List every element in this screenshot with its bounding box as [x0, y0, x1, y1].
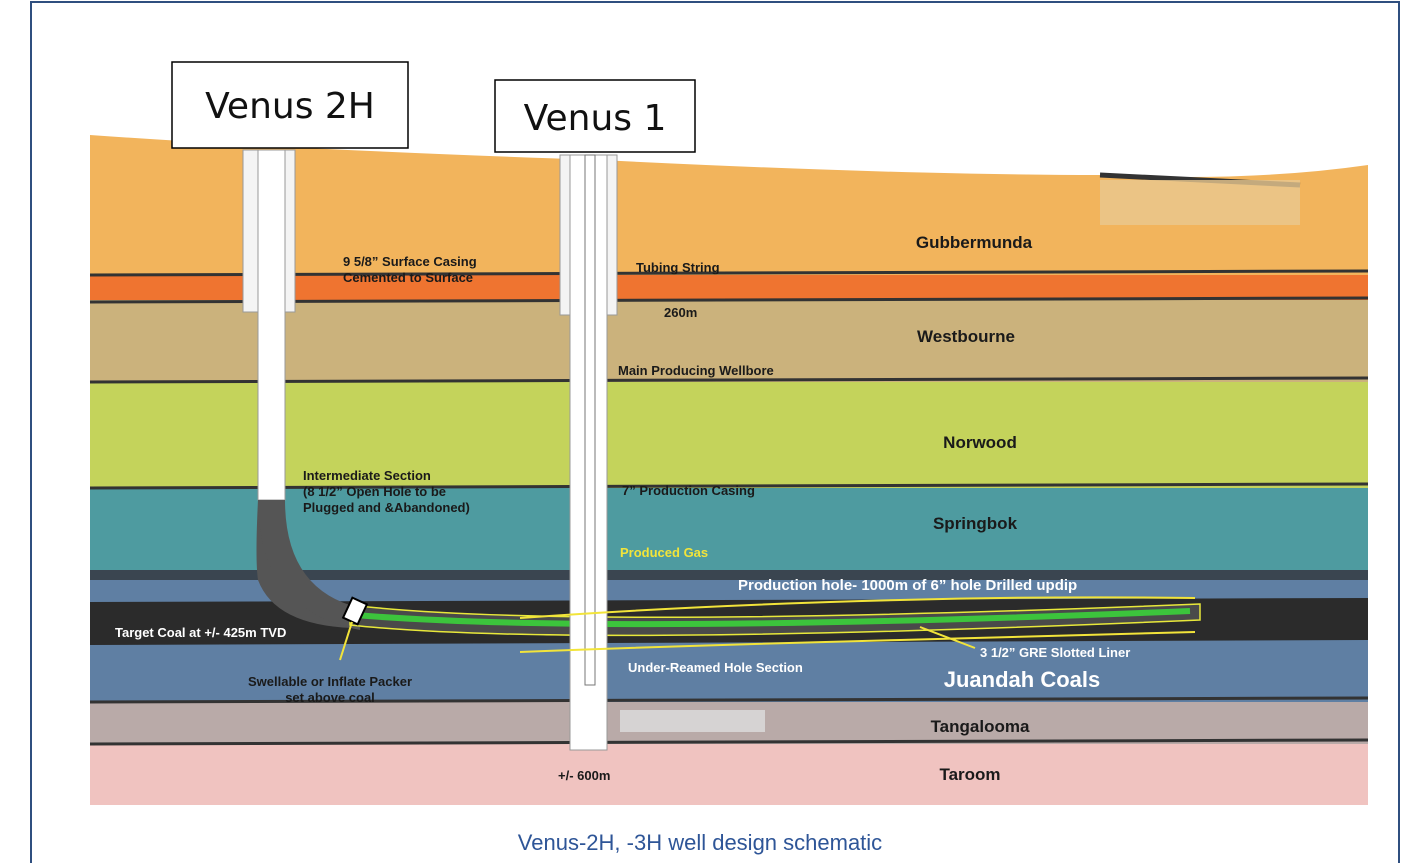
annotation: Swellable or Inflate Packer [248, 674, 412, 689]
layer-label: Tangalooma [931, 717, 1030, 736]
layer-label: Springbok [933, 514, 1018, 533]
layer-label: Juandah Coals [944, 667, 1100, 692]
annotation: 3 1/2” GRE Slotted Liner [980, 645, 1130, 660]
layer-label: Westbourne [917, 327, 1015, 346]
caption: Venus-2H, -3H well design schematic [518, 830, 882, 855]
annotation: Intermediate Section [303, 468, 431, 483]
annotation: 7” Production Casing [622, 483, 755, 498]
well-label: Venus 2H [205, 86, 375, 127]
annotation: (8 1/2” Open Hole to be [303, 484, 446, 499]
annotation: Tubing String [636, 260, 720, 275]
annotation: 260m [664, 305, 697, 320]
annotation: Main Producing Wellbore [618, 363, 774, 378]
schematic: Venus 2H Venus 1 Gubbermunda Westbourne … [0, 0, 1402, 863]
annotation: set above coal [285, 690, 375, 705]
layer-label: Gubbermunda [916, 233, 1033, 252]
annotation: Plugged and &Abandoned) [303, 500, 470, 515]
annotation: Under-Reamed Hole Section [628, 660, 803, 675]
annotation: Produced Gas [620, 545, 708, 560]
annotation: 9 5/8” Surface Casing [343, 254, 477, 269]
well-label: Venus 1 [524, 98, 667, 139]
annotation: +/- 600m [558, 768, 610, 783]
layer-label: Norwood [943, 433, 1017, 452]
annotation: Cemented to Surface [343, 270, 473, 285]
annotation: Target Coal at +/- 425m TVD [115, 625, 286, 640]
layer-label: Taroom [939, 765, 1000, 784]
annotation: Production hole- 1000m of 6” hole Drille… [738, 577, 1077, 594]
